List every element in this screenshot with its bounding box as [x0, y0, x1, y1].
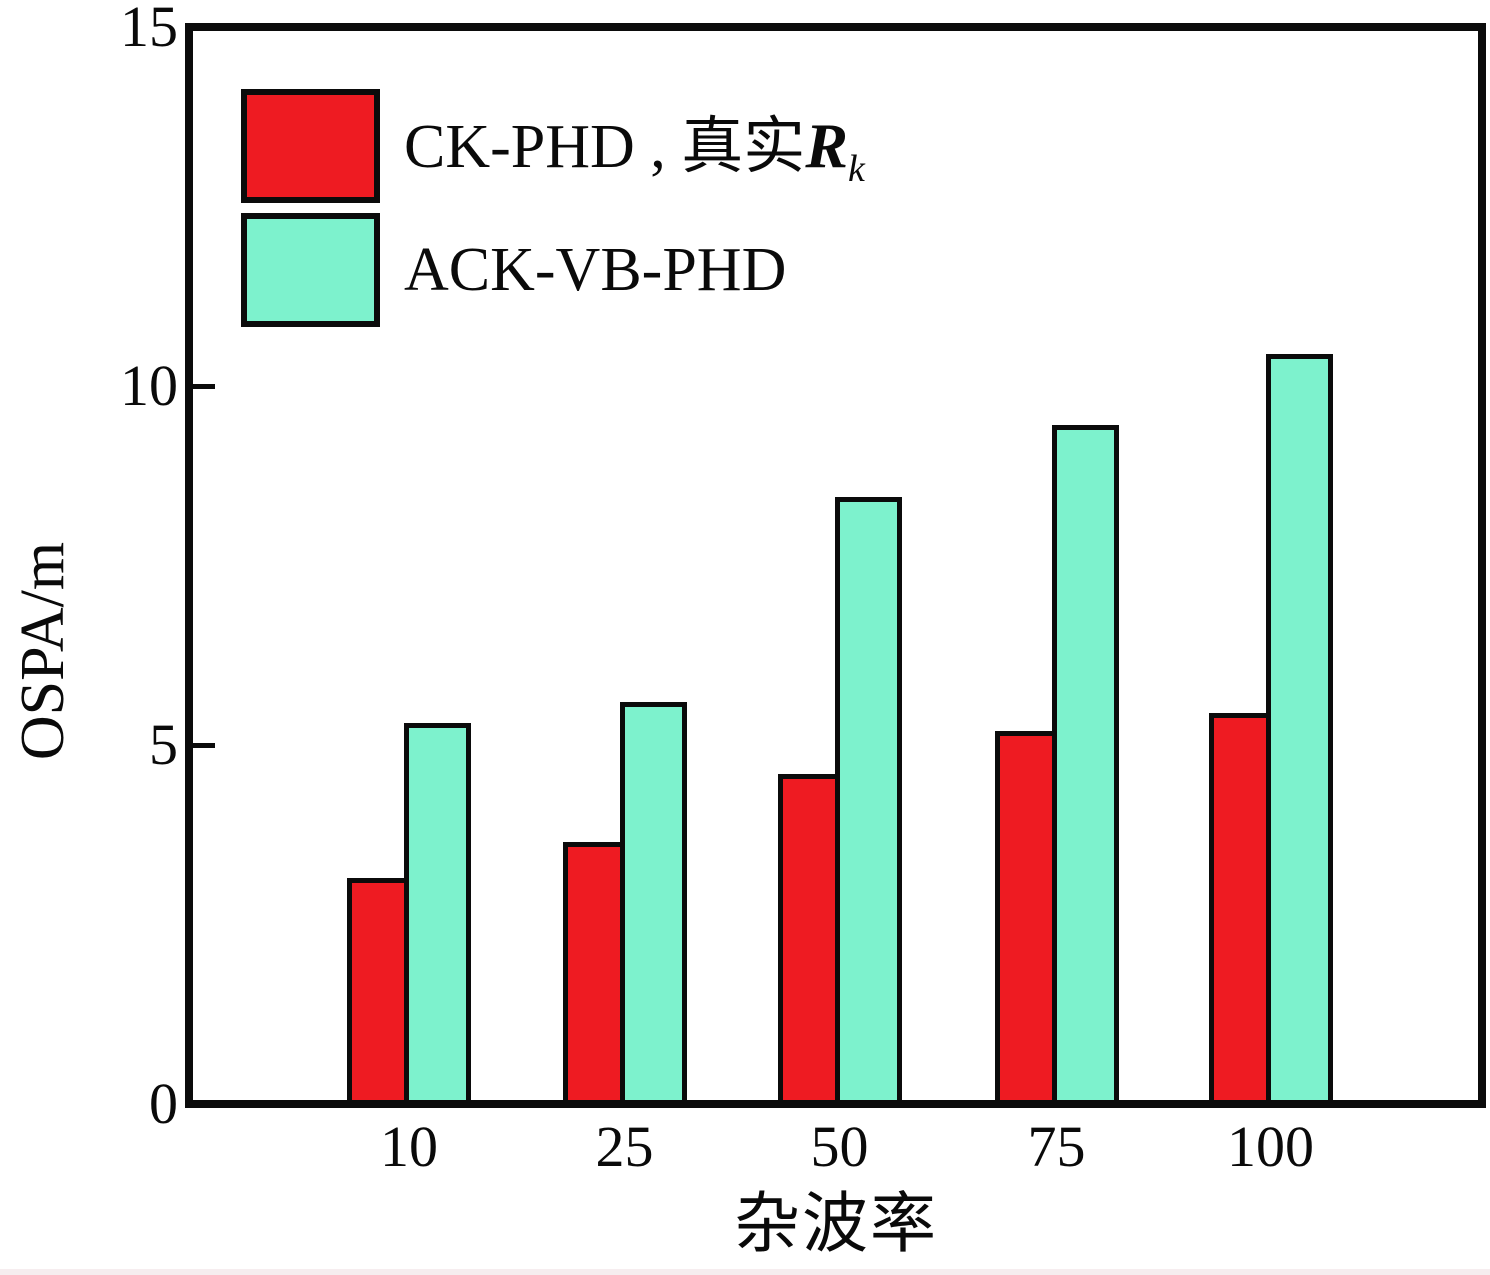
y-tick-label-5: 5 [149, 712, 178, 777]
y-tick-label-10: 10 [120, 353, 178, 418]
legend-label-r-symbol: R [805, 110, 848, 181]
legend: CK-PHD , 真实Rk ACK-VB-PHD [241, 89, 865, 327]
x-tick-label-50: 50 [810, 1114, 869, 1179]
legend-swatch-ack-vb-phd [241, 213, 380, 327]
legend-label-ack-vb-phd: ACK-VB-PHD [404, 236, 787, 304]
bottom-edge-line [0, 1269, 1490, 1275]
y-tick-mark-10 [193, 384, 215, 389]
x-tick-label-25: 25 [595, 1114, 654, 1179]
x-axis-title: 杂波率 [734, 1188, 938, 1261]
bar-ack-vb-phd-10 [404, 723, 471, 1106]
x-tick-label-75: 75 [1027, 1114, 1086, 1179]
bar-ack-vb-phd-75 [1051, 425, 1119, 1106]
bar-ack-vb-phd-100 [1265, 354, 1333, 1106]
bar-ck-phd-25 [562, 842, 625, 1106]
bar-ck-phd-100 [1208, 713, 1271, 1106]
x-tick-label-100: 100 [1227, 1114, 1314, 1179]
y-tick-label-0: 0 [149, 1071, 178, 1136]
legend-item-ack-vb-phd: ACK-VB-PHD [241, 213, 865, 327]
bar-ck-phd-10 [347, 878, 409, 1106]
legend-label-ck-phd-text: CK-PHD , 真实 [404, 113, 806, 181]
y-axis-title: OSPA/m [9, 541, 77, 761]
legend-label-ck-phd: CK-PHD , 真实Rk [404, 113, 865, 189]
legend-swatch-ck-phd [241, 89, 380, 203]
bar-ck-phd-50 [777, 774, 840, 1106]
legend-label-r-subscript: k [848, 148, 865, 190]
y-tick-mark-5 [193, 743, 215, 748]
bar-ack-vb-phd-50 [834, 497, 902, 1106]
y-tick-label-15: 15 [120, 0, 178, 59]
legend-item-ck-phd: CK-PHD , 真实Rk [241, 89, 865, 203]
x-tick-label-10: 10 [380, 1114, 438, 1179]
bar-ack-vb-phd-25 [619, 702, 687, 1106]
bar-ck-phd-75 [994, 731, 1057, 1106]
